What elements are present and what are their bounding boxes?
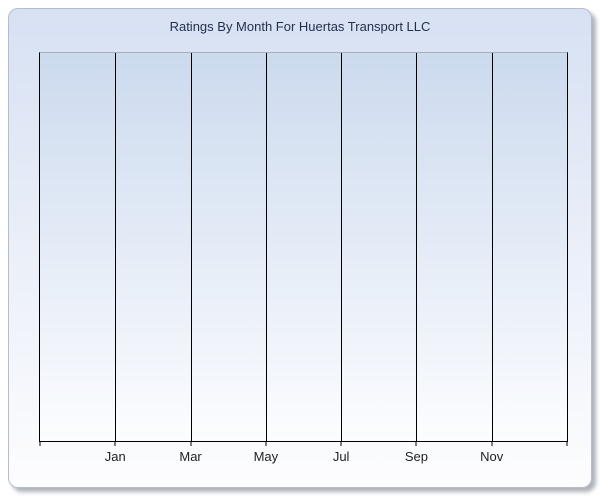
x-axis-label: Sep [404,449,428,464]
chart-panel: Ratings By Month For Huertas Transport L… [8,8,592,488]
vertical-gridline [265,53,267,441]
x-axis-tick [39,441,41,446]
x-axis-label: Mar [179,449,202,464]
x-axis-label: Jul [332,449,350,464]
chart-title: Ratings By Month For Huertas Transport L… [169,19,431,34]
x-axis-label: Jan [104,449,126,464]
x-axis-tick [415,441,417,446]
vertical-gridline [491,53,493,441]
x-axis-tick [265,441,267,446]
x-axis-tick [340,441,342,446]
vertical-gridline [190,53,192,441]
x-axis-label: Nov [480,449,504,464]
vertical-gridline [115,53,117,441]
vertical-gridline [341,53,343,441]
x-axis-tick [190,441,192,446]
x-axis-tick [114,441,116,446]
x-axis-tick [566,441,568,446]
vertical-gridline [416,53,418,441]
x-axis-tick [491,441,493,446]
plot-area: Jan Mar May Jul Sep Nov [39,52,568,464]
x-axis-label: May [253,449,279,464]
